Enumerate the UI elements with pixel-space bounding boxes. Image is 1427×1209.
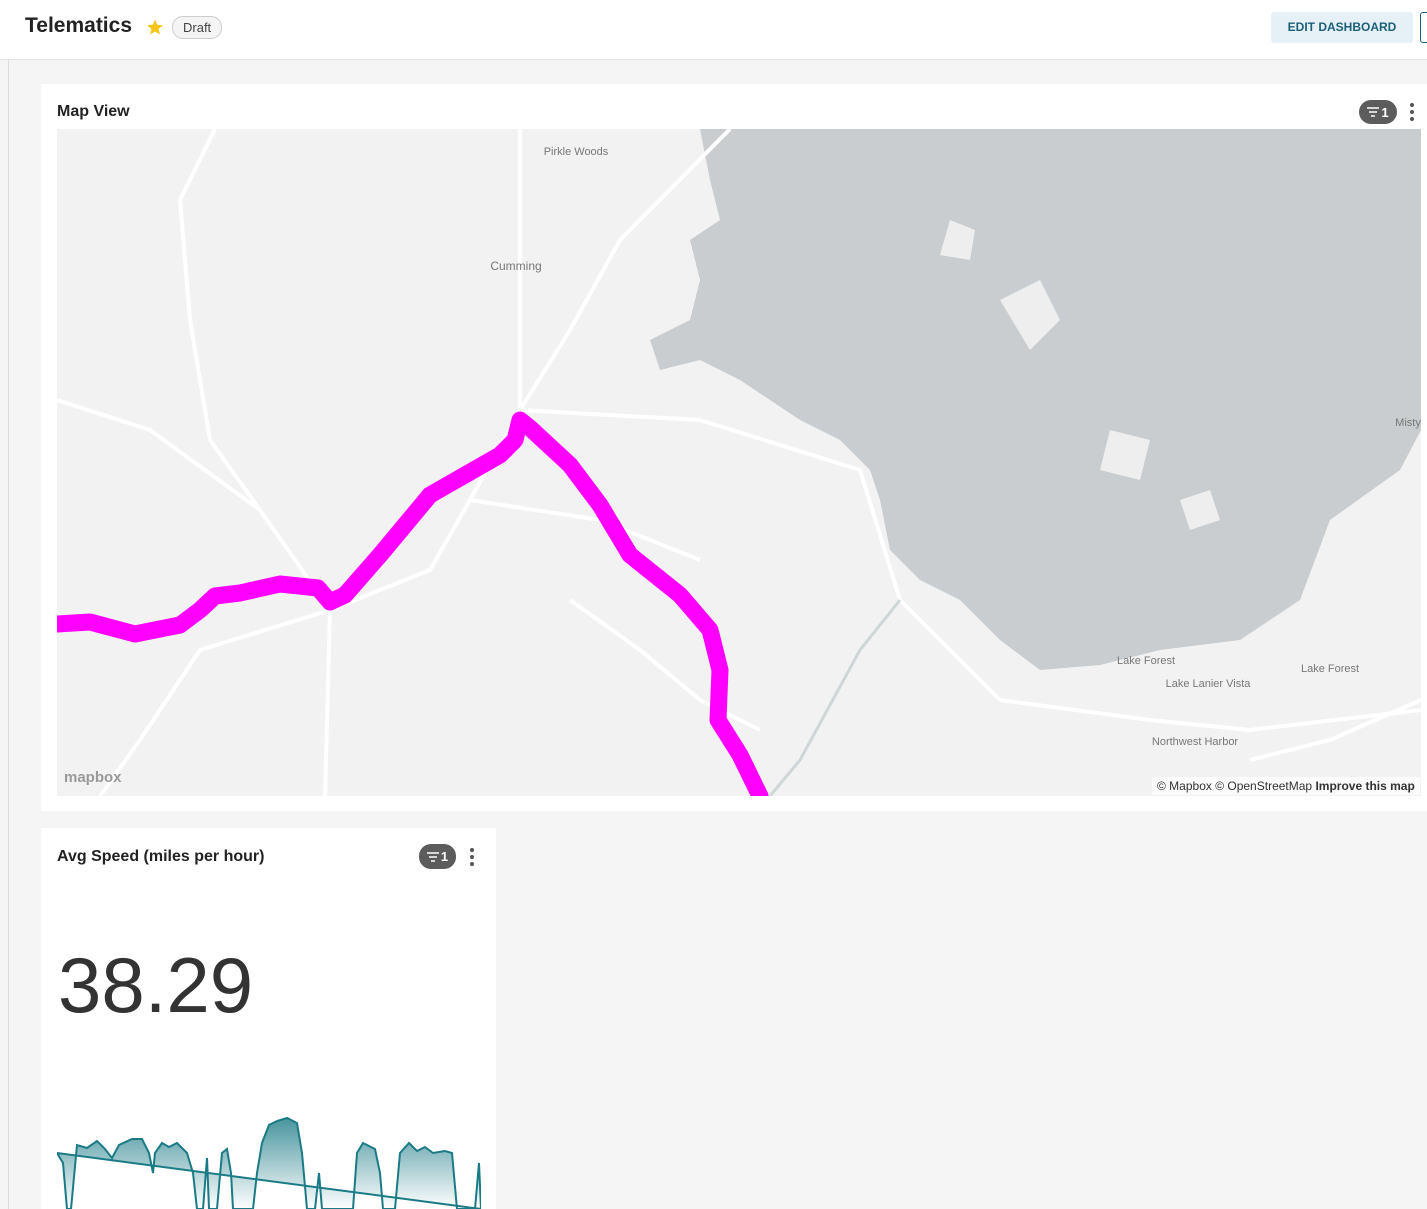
improve-map-link[interactable]: Improve this map	[1315, 779, 1415, 793]
filter-badge[interactable]: 1	[419, 844, 456, 869]
place-label: Lake Forest	[1300, 663, 1360, 675]
filter-count: 1	[1381, 104, 1389, 120]
card-menu[interactable]	[470, 848, 474, 869]
mapbox-logo[interactable]: mapbox	[64, 769, 122, 786]
sparkline	[57, 1116, 481, 1209]
metric-card: Avg Speed (miles per hour) 1 38.29	[41, 828, 496, 1209]
attribution: © Mapbox © OpenStreetMap Improve this ma…	[1152, 777, 1420, 795]
place-label: Cumming	[490, 259, 542, 273]
map[interactable]	[57, 129, 1421, 796]
card-menu[interactable]	[1410, 103, 1414, 124]
filter-icon	[426, 851, 439, 862]
place-label: Pirkle Woods	[543, 146, 609, 158]
filter-count: 1	[440, 849, 449, 864]
status-badge: Draft	[172, 16, 223, 39]
filter-badge[interactable]: 1	[1359, 100, 1397, 124]
filter-icon	[1367, 107, 1380, 117]
favorite-star[interactable]	[146, 18, 164, 36]
place-label: Misty	[1395, 417, 1421, 429]
header: Telematics Draft EDIT DASHBOARD	[0, 0, 1427, 60]
place-label: Lake Forest	[1116, 655, 1176, 667]
place-label: Northwest Harbor	[1151, 736, 1239, 748]
more-button[interactable]	[1420, 12, 1427, 43]
attribution-text[interactable]: © Mapbox © OpenStreetMap	[1157, 779, 1313, 793]
card-title: Avg Speed (miles per hour)	[57, 848, 265, 865]
edit-dashboard-button[interactable]: EDIT DASHBOARD	[1271, 12, 1413, 43]
dashboard-title: Telematics	[25, 14, 132, 37]
card-title: Map View	[57, 103, 130, 120]
metric-value: 38.29	[58, 941, 254, 1029]
sidebar-border	[8, 0, 9, 1209]
route	[57, 411, 769, 796]
place-label: Lake Lanier Vista	[1165, 678, 1251, 690]
